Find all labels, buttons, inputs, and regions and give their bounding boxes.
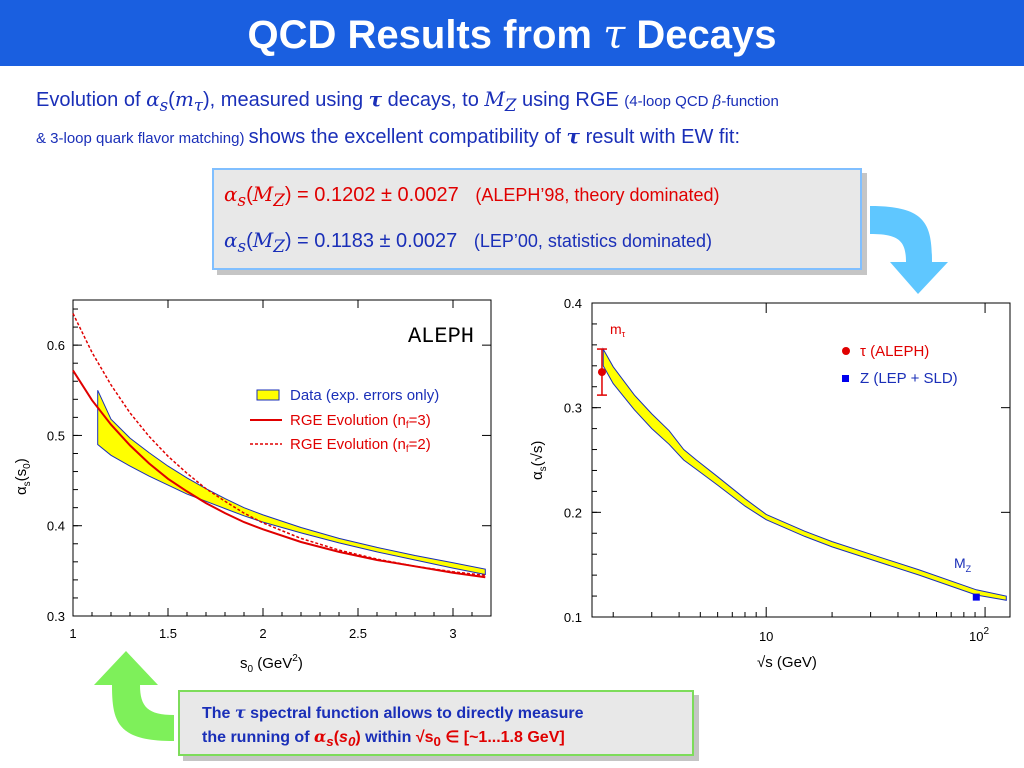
x-tick-label: 1 xyxy=(69,626,76,641)
legend-z: Z (LEP + SLD) xyxy=(860,370,958,387)
legend-nf3: RGE Evolution (nf=3) xyxy=(290,412,431,431)
plot-frame xyxy=(591,302,1011,618)
experiment-label: ALEPH xyxy=(408,324,474,349)
callout-line-2: the running of αs(s0) within √s0 ∈ [~1..… xyxy=(202,727,565,750)
rge-band xyxy=(602,347,1007,601)
callout-line-1: The τ spectral function allows to direct… xyxy=(202,703,584,722)
y-axis-label: αs(s0) xyxy=(13,458,33,495)
tau-marker xyxy=(597,368,606,377)
x-axis-label: s0 (GeV2) xyxy=(240,653,303,675)
arrow-down-right-icon xyxy=(870,206,948,294)
alphas-s0-plot: 1 1.5 2 2.5 3 0.3 0.4 0.5 0.6 ALEPH Data (exp. e… xyxy=(13,299,492,675)
x-tick-label: 2 xyxy=(259,626,266,641)
legend-tau-marker xyxy=(842,347,850,355)
x-tick-label: 102 xyxy=(969,626,989,644)
intro-text: Evolution of αs(mτ), measured using τ de… xyxy=(36,87,779,148)
y-tick-label: 0.4 xyxy=(47,519,65,534)
y-tick-label: 0.3 xyxy=(47,609,65,624)
legend-data: Data (exp. errors only) xyxy=(290,387,439,404)
callout-box: The τ spectral function allows to direct… xyxy=(178,690,694,756)
y-tick-label: 0.3 xyxy=(564,401,582,416)
legend-band-swatch xyxy=(256,389,280,401)
x-tick-label: 2.5 xyxy=(349,626,367,641)
legend-nf2: RGE Evolution (nf=2) xyxy=(290,436,431,455)
arrow-up-right-icon xyxy=(94,651,174,741)
y-tick-label: 0.1 xyxy=(564,610,582,625)
x-tick-label: 3 xyxy=(449,626,456,641)
result-lep00: αs(MZ) = 0.1183 ± 0.0027 (LEP’00, statis… xyxy=(224,228,712,256)
title-bar xyxy=(0,0,1024,66)
y-tick-label: 0.5 xyxy=(47,428,65,443)
y-tick-label: 0.2 xyxy=(564,505,582,520)
tau-point xyxy=(596,348,607,396)
rge-nf2-curve xyxy=(72,313,486,577)
y-axis-label: αs(√s) xyxy=(529,441,549,480)
x-tick-label: 10 xyxy=(759,629,773,644)
x-tick-label: 1.5 xyxy=(159,626,177,641)
legend-tau: τ (ALEPH) xyxy=(860,343,929,360)
x-axis-label: √s (GeV) xyxy=(757,654,817,671)
z-point xyxy=(972,593,980,601)
y-tick-label: 0.4 xyxy=(564,296,582,311)
result-aleph98: αs(MZ) = 0.1202 ± 0.0027 (ALEPH’98, theo… xyxy=(224,182,720,210)
y-tick-label: 0.6 xyxy=(47,338,65,353)
results-box: αs(MZ) = 0.1202 ± 0.0027 (ALEPH’98, theo… xyxy=(212,168,862,270)
slide-title: QCD Results from τ Decays xyxy=(247,12,777,58)
legend-z-marker xyxy=(842,375,849,382)
